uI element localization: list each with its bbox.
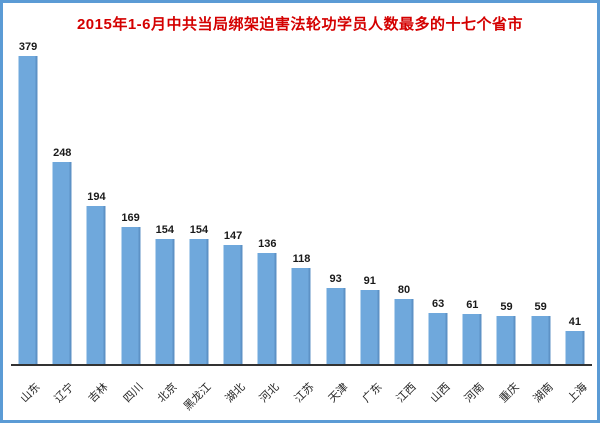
- bar-value-label: 169: [121, 211, 140, 224]
- bar: [326, 288, 346, 364]
- bar-column: 194: [79, 56, 113, 364]
- x-axis-label: 上海: [565, 381, 590, 406]
- bar-column: 91: [353, 56, 387, 364]
- bar: [565, 330, 585, 364]
- plot-area: 379 248 194 169 154 154 147 136 118 93 91 80 63 61 59 5…: [11, 41, 592, 366]
- bar: [428, 312, 448, 364]
- x-axis-label: 湖北: [223, 381, 248, 406]
- x-axis-label: 吉林: [87, 381, 112, 406]
- x-axis-labels: 山东 辽宁 吉林 四川 北京 黑龙江 湖北 河北 江苏 天津 广东 江西 山西 河南 重庆 湖南 上海: [11, 372, 592, 420]
- bar-column: 154: [182, 56, 216, 364]
- bar: [86, 206, 106, 364]
- bar-column: 379: [11, 41, 45, 364]
- bar-value-label: 248: [53, 147, 72, 160]
- bar: [155, 238, 175, 364]
- bar: [257, 253, 277, 364]
- bars-container: 379 248 194 169 154 154 147 136 118 93 91 80 63 61 59 5…: [11, 41, 592, 364]
- bar-value-label: 136: [258, 238, 277, 251]
- bar-column: 169: [114, 56, 148, 364]
- x-axis-label: 天津: [326, 381, 351, 406]
- x-axis-label: 江西: [394, 381, 419, 406]
- bar-value-label: 154: [155, 223, 174, 236]
- bar-value-label: 59: [534, 301, 547, 314]
- bar: [223, 244, 243, 364]
- bar-column: 59: [524, 56, 558, 364]
- bar-value-label: 147: [223, 229, 243, 242]
- bar-column: 136: [250, 56, 284, 364]
- bar-value-label: 59: [500, 301, 513, 314]
- bar-column: 118: [284, 56, 318, 364]
- x-axis-label: 河北: [257, 381, 282, 406]
- x-axis-label: 北京: [155, 381, 180, 406]
- bar: [189, 238, 209, 364]
- bar-column: 41: [558, 56, 592, 364]
- bar: [531, 316, 551, 364]
- bar-column: 63: [421, 56, 455, 364]
- bar-value-label: 63: [432, 297, 445, 310]
- x-axis-label: 湖南: [531, 381, 556, 406]
- bar: [462, 314, 482, 364]
- x-axis-label: 山西: [428, 381, 453, 406]
- bar: [291, 268, 311, 364]
- x-axis-label: 广东: [360, 381, 385, 406]
- bar: [394, 299, 414, 364]
- bar-column: 147: [216, 56, 250, 364]
- bar-value-label: 379: [18, 41, 38, 53]
- x-axis-label: 辽宁: [52, 381, 77, 406]
- bar: [496, 316, 516, 364]
- bar-value-label: 93: [329, 273, 342, 286]
- x-axis-label: 四川: [121, 381, 146, 406]
- bar-value-label: 61: [466, 299, 479, 312]
- bar-value-label: 91: [363, 275, 376, 288]
- x-axis-label: 重庆: [497, 381, 522, 406]
- bar: [52, 162, 72, 364]
- bar-value-label: 118: [292, 253, 311, 266]
- x-axis-label: 河南: [462, 381, 487, 406]
- bar-column: 154: [148, 56, 182, 364]
- bar-value-label: 41: [568, 315, 581, 328]
- bar: [121, 226, 141, 364]
- bar-column: 80: [387, 56, 421, 364]
- bar-column: 248: [45, 56, 79, 364]
- x-axis-label: 黑龙江: [181, 381, 214, 413]
- bar-column: 93: [319, 56, 353, 364]
- x-axis-label: 山东: [18, 381, 43, 406]
- bar-value-label: 194: [87, 191, 106, 204]
- bar: [18, 56, 38, 364]
- bar-value-label: 80: [397, 284, 411, 296]
- bar-column: 61: [455, 56, 489, 364]
- x-axis-label: 江苏: [292, 381, 317, 406]
- bar: [360, 290, 380, 364]
- chart-title: 2015年1-6月中共当局绑架迫害法轮功学员人数最多的十七个省市: [76, 16, 524, 33]
- bar-column: 59: [489, 56, 523, 364]
- bar-value-label: 154: [189, 223, 209, 236]
